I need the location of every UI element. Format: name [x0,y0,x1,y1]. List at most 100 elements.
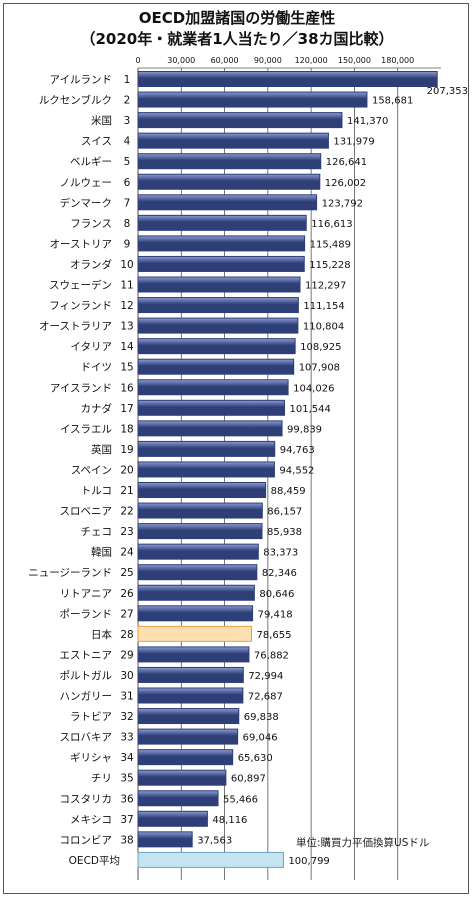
category-label: スウェーデン [49,279,112,292]
value-label: 48,116 [212,815,247,826]
rank-label: 19 [120,444,133,456]
category-label: ポルトガル [60,670,113,682]
x-tick-label: 0 [135,56,140,65]
bar [137,646,250,663]
bar [137,379,289,396]
value-label: 110,804 [303,322,344,333]
value-label: 69,838 [244,712,279,723]
category-label: アイルランド [50,74,112,86]
category-label: ギリシャ [70,752,112,764]
value-label: 158,681 [372,96,413,107]
unit-note: 単位:購買力平価換算USドル [296,836,429,849]
value-label: 37,563 [197,835,232,846]
bar [137,235,306,252]
bar [137,666,244,683]
bar [137,851,284,868]
rank-label: 31 [120,691,133,703]
rank-label: 37 [120,814,133,826]
rank-label: 1 [124,74,131,86]
x-tick-label: 180,000 [381,56,414,65]
rank-label: 34 [120,752,134,764]
x-tick-label: 60,000 [211,56,239,65]
value-label: 126,002 [325,178,366,189]
bar [137,338,296,355]
bar [137,399,286,416]
rank-label: 38 [120,834,133,846]
category-label: ベルギー [70,156,112,168]
bar [137,831,193,848]
rank-label: 15 [120,362,133,374]
category-label: メキシコ [70,814,112,826]
rank-label: 6 [124,177,131,189]
category-label: チェコ [81,526,113,538]
value-label: 72,994 [248,671,283,682]
chart-title: OECD加盟諸国の労働生産性 [138,9,336,27]
value-label: 94,763 [280,445,315,456]
category-label: スペイン [71,464,112,476]
value-label: 123,792 [322,198,363,209]
value-label: 108,925 [300,342,341,353]
rank-label: 20 [120,464,133,476]
category-label: OECD平均 [69,855,120,867]
value-label: 104,026 [293,383,334,394]
value-label: 69,046 [243,733,278,744]
bar [137,728,239,745]
value-label: 72,687 [248,692,283,703]
rank-label: 32 [120,711,133,723]
category-label: リトアニア [60,588,112,600]
rank-label: 8 [124,218,131,230]
x-tick-label: 150,000 [338,56,371,65]
bar [137,71,438,87]
category-label: ルクセンブルク [39,94,112,107]
category-label: イタリア [70,341,112,353]
bar [137,584,255,601]
category-label: ラトビア [70,711,112,723]
category-label: エストニア [60,649,113,661]
category-label: スロバキア [60,732,113,744]
category-label: ドイツ [81,362,113,374]
rank-label: 4 [124,136,131,148]
category-label: 韓国 [91,547,112,559]
value-label: 207,353 [427,86,468,97]
rank-label: 30 [120,670,133,682]
category-label: コロンビア [60,834,113,846]
category-label: イスラエル [60,423,112,435]
category-label: ニュージーランド [28,567,112,579]
value-label: 82,346 [262,568,297,579]
category-label: スロベニア [60,506,113,518]
bar [137,153,322,170]
x-tick-label: 120,000 [295,56,328,65]
category-label: ポーランド [60,608,113,620]
value-label: 115,489 [310,239,351,250]
value-label: 100,799 [288,856,329,867]
bar [137,708,240,725]
bar [137,297,299,314]
bar [137,132,329,149]
x-axis-ticks: 0 30,000 60,000 90,000 120,000 150,000 180,000 [135,56,414,65]
rank-label: 23 [120,526,133,538]
rank-label: 26 [120,588,134,600]
rank-label: 3 [124,115,131,127]
rank-label: 9 [124,238,131,250]
bar [137,769,227,786]
category-label: コスタリカ [60,793,113,805]
bar [137,543,259,560]
category-label: フランス [70,218,112,230]
value-label: 83,373 [263,548,298,559]
rank-label: 27 [120,608,133,620]
rank-label: 17 [120,403,133,415]
rank-label: 22 [120,506,133,518]
bars: アイルランド 1 207,353 ルクセンブルク 2 158,681 米国 3 141,370 ス… [28,71,468,868]
bar [137,687,244,704]
bar [137,194,318,211]
value-label: 79,418 [258,609,293,620]
rank-label: 36 [120,793,134,805]
x-tick-label: 30,000 [167,56,195,65]
rank-label: 24 [120,547,134,559]
rank-label: 14 [120,341,134,353]
rank-label: 5 [124,156,131,168]
value-label: 131,979 [333,137,374,148]
value-label: 80,646 [259,589,294,600]
value-label: 76,882 [254,650,289,661]
